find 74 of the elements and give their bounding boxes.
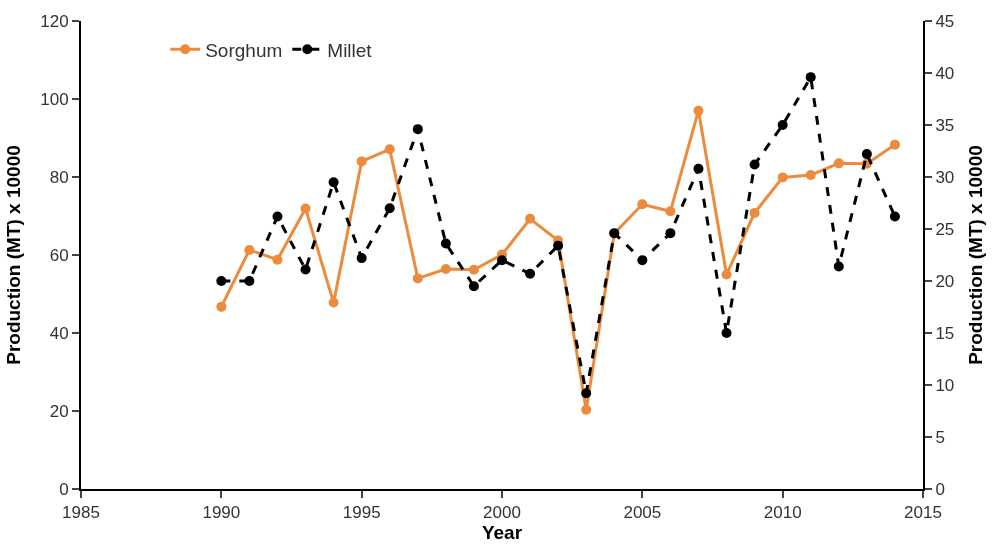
y2-tick-label: 40: [935, 63, 955, 83]
point: [525, 213, 536, 224]
y2-axis-title: Production (MT) x 10000: [964, 145, 986, 365]
point: [468, 281, 479, 292]
y-tick-label: 80: [49, 167, 69, 187]
y2-tick-label: 5: [935, 427, 945, 447]
point: [581, 388, 592, 399]
x-axis-title: Year: [481, 522, 523, 544]
point: [889, 139, 900, 150]
point: [216, 276, 227, 286]
x-tick-label: 2010: [763, 503, 802, 523]
y2-tick-label: 25: [935, 219, 955, 239]
y-axis-title: Production (MT) x 10000: [2, 145, 24, 365]
point: [665, 206, 676, 217]
y2-tick-label: 35: [935, 115, 955, 135]
point: [244, 276, 255, 286]
point: [693, 163, 704, 174]
point: [721, 328, 732, 338]
y2-tick-label: 45: [935, 11, 955, 31]
point: [553, 240, 564, 251]
x-tick-label: 2000: [483, 503, 521, 523]
y2-tick-label: 30: [935, 167, 955, 187]
y-tick-label: 100: [40, 89, 69, 109]
y-tick-label: 0: [59, 479, 69, 499]
point: [244, 244, 255, 255]
point: [497, 255, 507, 266]
x-tick-label: 2005: [623, 503, 662, 523]
point: [328, 297, 339, 308]
point: [356, 253, 367, 264]
point: [272, 211, 283, 222]
point: [412, 124, 423, 135]
y2-tick-label: 10: [935, 375, 955, 395]
point: [889, 211, 900, 222]
point: [216, 301, 227, 312]
point: [833, 158, 844, 169]
point: [693, 105, 704, 116]
point: [468, 264, 479, 275]
point: [637, 199, 648, 210]
point: [777, 120, 788, 130]
point: [412, 273, 423, 284]
x-tick-label: 1990: [202, 503, 241, 523]
x-tick-label: 1995: [342, 503, 381, 523]
legend-label: Millet: [327, 39, 373, 61]
x-tick-label: 1985: [62, 503, 100, 523]
point: [749, 159, 760, 170]
y-tick-label: 120: [40, 11, 69, 31]
point: [384, 144, 395, 155]
point: [300, 264, 311, 275]
point: [300, 203, 311, 214]
point: [384, 203, 395, 214]
y-tick-label: 40: [49, 323, 69, 343]
point: [805, 170, 816, 181]
point: [861, 149, 872, 160]
legend-label: Sorghum: [205, 39, 283, 61]
y2-tick-label: 15: [935, 323, 955, 343]
point: [440, 238, 451, 249]
y-tick-label: 60: [49, 245, 69, 265]
point: [272, 254, 283, 265]
point: [721, 269, 732, 280]
point: [328, 177, 339, 188]
point: [356, 156, 367, 167]
x-tick-label: 2015: [904, 503, 942, 523]
point: [440, 264, 451, 275]
point: [525, 268, 536, 279]
point: [581, 404, 592, 415]
point: [805, 72, 816, 83]
point: [665, 228, 676, 239]
y2-tick-label: 20: [935, 271, 955, 291]
point: [833, 261, 844, 272]
point: [777, 172, 788, 183]
point: [637, 255, 648, 266]
y-tick-label: 20: [49, 401, 69, 421]
point: [749, 207, 760, 218]
y2-tick-label: 0: [935, 479, 945, 499]
